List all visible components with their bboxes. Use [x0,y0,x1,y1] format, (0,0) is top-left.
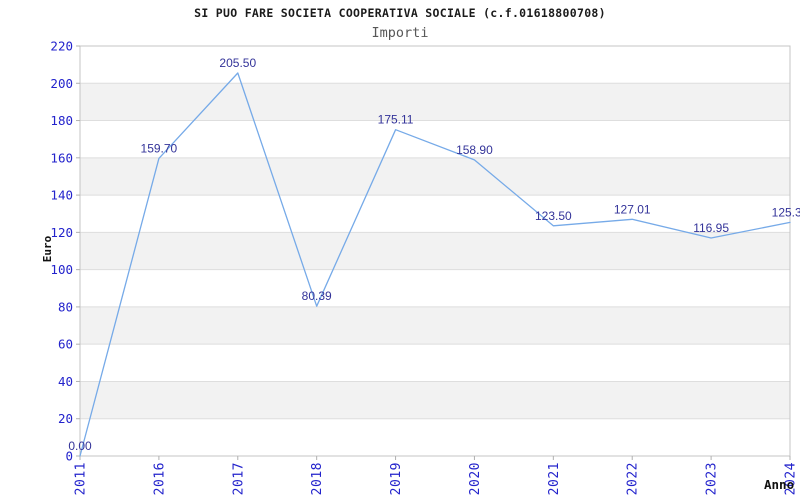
point-label: 127.01 [614,202,651,216]
x-tick-label: 2018 [310,462,325,495]
point-label: 158.90 [456,143,493,157]
plot-band [80,381,790,419]
y-tick-label: 160 [50,150,73,165]
plot-band [80,306,790,345]
point-label: 159.70 [141,141,178,155]
y-tick-label: 140 [50,188,73,203]
y-tick-label: 80 [58,299,73,314]
y-tick-label: 200 [50,76,73,91]
plot-band [80,83,790,121]
x-tick-label: 2024 [784,462,799,495]
y-tick-label: 40 [58,374,73,389]
point-label: 80.39 [302,289,332,303]
plot-band [80,157,790,196]
y-tick-label: 60 [58,337,73,352]
data-line [79,72,791,457]
point-label: 205.50 [219,56,256,70]
point-label: 116.95 [693,221,729,235]
y-tick-label: 120 [50,225,73,240]
x-tick-label: 2017 [231,462,246,495]
x-tick-label: 2022 [626,462,641,495]
y-tick-label: 180 [50,113,73,128]
y-tick-label: 0 [65,449,73,464]
x-tick-label: 2019 [389,462,404,495]
chart-subtitle: Importi [371,25,429,41]
point-label: 0.00 [68,439,92,453]
x-tick-label: 2020 [468,462,483,495]
x-tick-label: 2023 [705,462,720,495]
x-axis-title: Anno [764,477,795,492]
x-tick-label: 2011 [74,462,89,495]
plot-border [79,45,791,457]
plot-band [80,232,790,270]
y-axis-title: Euro [41,235,54,263]
x-tick-label: 2021 [547,462,562,495]
y-tick-label: 100 [50,262,73,277]
y-tick-label: 20 [58,411,73,426]
point-label: 123.50 [535,209,572,223]
point-label: 125.32 [772,205,800,219]
chart-title: SI PUO FARE SOCIETA COOPERATIVA SOCIALE … [194,6,606,20]
x-tick-label: 2016 [152,462,167,495]
point-label: 175.11 [378,113,414,127]
y-tick-label: 220 [50,39,73,54]
